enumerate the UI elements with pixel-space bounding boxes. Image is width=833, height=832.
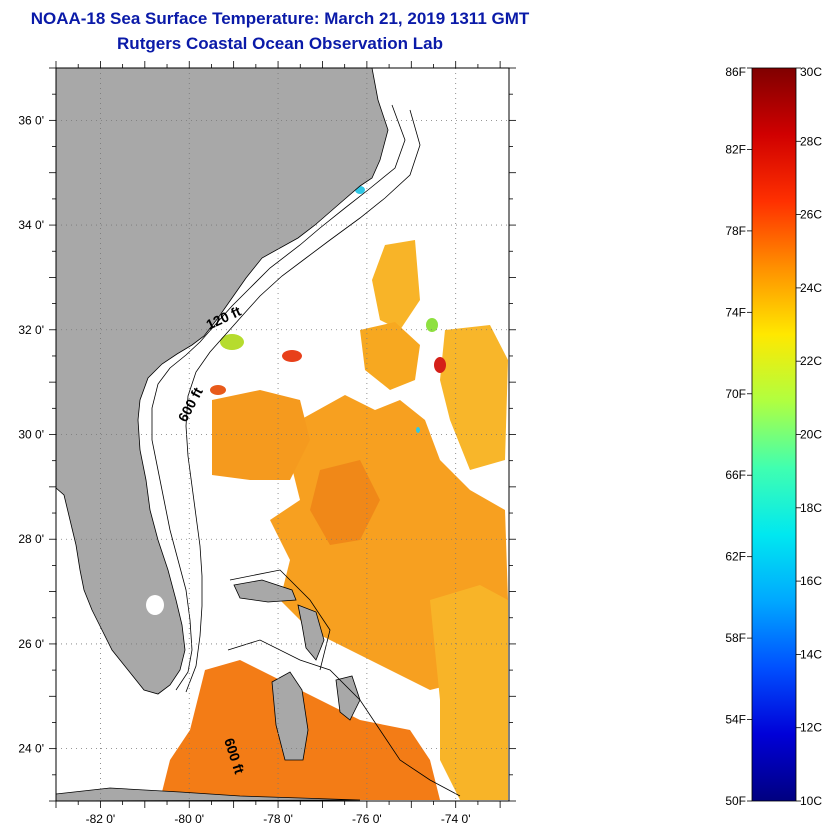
colorbar-f-label: 50F [725,794,746,808]
colorbar-c-label: 14C [800,647,822,661]
colorbar-f-label: 78F [725,224,746,238]
colorbar-c-label: 18C [800,501,822,515]
colorbar-c-label: 26C [800,208,822,222]
contour-600ft [185,109,421,693]
sst-patch-north-1 [372,240,420,330]
colorbar-labels: 86F 82F 78F 74F 70F 66F 62F 58F 54F 50F 30C 28C 26C 2… [725,65,822,808]
lat-tick-label: 34 0' [18,218,44,232]
lat-tick-label: 26 0' [18,637,44,651]
land-eleuthera [335,675,361,721]
lon-tick-label: -76 0' [352,812,382,826]
lat-tick-label: 36 0' [18,113,44,127]
colorbar-c-label: 16C [800,574,822,588]
sst-spot-hot-1 [282,350,302,362]
sst-patch-east [440,325,508,470]
lat-lon-grid [56,68,509,801]
colorbar-f-label: 58F [725,631,746,645]
axis-ticks: -82 0' -80 0' -78 0' -76 0' -74 0' 36 0' 34 0'… [18,61,516,826]
sst-spot-cool-1 [220,334,244,350]
colorbar-f-label: 66F [725,468,746,482]
sst-patch-warm-mid [310,460,380,545]
colorbar-c-label: 22C [800,354,822,368]
contour-bahamas-bank-2 [229,569,331,671]
colorbar-f-label: 86F [725,65,746,79]
lon-tick-label: -82 0' [86,812,116,826]
colorbar-f-label: 74F [725,305,746,319]
colorbar-c-label: 30C [800,65,822,79]
lat-tick-label: 28 0' [18,532,44,546]
colorbar-c-label: 24C [800,281,822,295]
sst-spot-hot-3 [210,385,226,395]
colorbar-c-label: 28C [800,134,822,148]
land-layer [56,68,389,801]
sst-spot-cold-2 [416,427,420,433]
map-subtitle: Rutgers Coastal Ocean Observation Lab [117,34,443,53]
lat-tick-label: 24 0' [18,742,44,756]
colorbar-c-label: 12C [800,721,822,735]
lon-tick-label: -80 0' [174,812,204,826]
colorbar-c-label: 20C [800,428,822,442]
land-abaco [297,604,325,661]
contour-120ft [151,104,406,691]
colorbar-gradient [751,67,797,802]
lat-tick-label: 32 0' [18,323,44,337]
land-grand-bahama [233,579,297,603]
colorbar-f-label: 70F [725,387,746,401]
lat-tick-label: 30 0' [18,428,44,442]
lake-okeechobee [146,595,164,615]
colorbar-f-label: 82F [725,142,746,156]
land-andros-island [271,671,309,761]
colorbar-c-label: 10C [800,794,822,808]
lon-tick-label: -74 0' [441,812,471,826]
lon-tick-label: -78 0' [263,812,293,826]
sst-spot-hot-2 [434,357,446,373]
sst-spot-cool-2 [426,318,438,332]
colorbar-f-label: 54F [725,713,746,727]
colorbar-f-label: 62F [725,550,746,564]
bathymetry-contours [151,104,461,797]
land-us-mainland [56,68,389,695]
contour-bahamas-bank [227,639,461,797]
sst-patch-north-2 [360,322,420,390]
sst-patch-west [212,390,310,480]
map-title: NOAA-18 Sea Surface Temperature: March 2… [30,9,530,28]
sst-patch-southeast [430,585,508,800]
